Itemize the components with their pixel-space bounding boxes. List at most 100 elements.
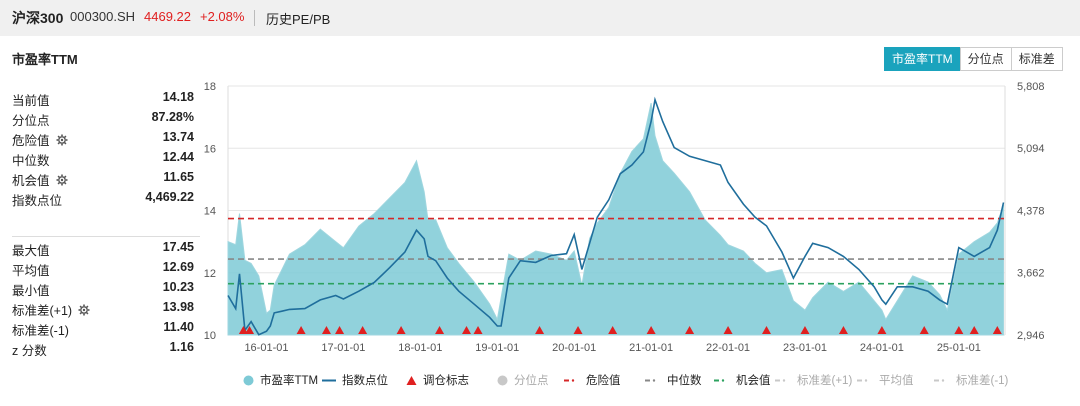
rebalance-marker bbox=[358, 326, 368, 334]
stat-value: 12.44 bbox=[162, 150, 194, 164]
legend-label: 分位点 bbox=[514, 375, 549, 387]
stat-value: 10.23 bbox=[162, 280, 194, 294]
stats-current: 当前值 14.18 分位点 87.28% 危险值 13.74 中位数 12.44 机会值 11.6… bbox=[12, 88, 194, 208]
legend-item[interactable]: 标准差(-1) bbox=[934, 372, 1008, 388]
legend-item[interactable]: 危险值 bbox=[564, 372, 621, 388]
stat-value: 1.16 bbox=[169, 340, 194, 354]
legend-label: 标准差(+1) bbox=[797, 375, 853, 387]
legend-label: 中位数 bbox=[667, 375, 702, 387]
stat-label-text: 标准差(+1) bbox=[12, 304, 73, 318]
stat-value: 11.65 bbox=[163, 170, 194, 184]
stat-row: 当前值 14.18 bbox=[12, 88, 194, 108]
chart-legend: 市盈率TTM 指数点位 调仓标志 分位点 危险值 中位数 机会值 标准差(+1) 平均值 标准差(… bbox=[0, 372, 1080, 388]
index-price: 4469.22 bbox=[144, 9, 191, 24]
legend-item[interactable]: 中位数 bbox=[645, 372, 702, 388]
legend-label: 调仓标志 bbox=[423, 375, 469, 387]
rebalance-marker bbox=[573, 326, 583, 334]
legend-item[interactable]: 指数点位 bbox=[322, 372, 388, 388]
legend-dash-icon bbox=[714, 378, 725, 382]
panel-title: 市盈率TTM bbox=[12, 52, 78, 67]
legend-item[interactable]: 调仓标志 bbox=[406, 372, 469, 388]
stat-value: 11.40 bbox=[163, 320, 194, 334]
right-tick-label: 2,946 bbox=[1017, 330, 1045, 342]
legend-label: 标准差(-1) bbox=[956, 375, 1009, 387]
rebalance-marker bbox=[685, 326, 695, 334]
x-tick-label: 19-01-01 bbox=[475, 342, 519, 354]
stat-label: 标准差(+1) bbox=[12, 300, 90, 319]
stat-label: 最小值 bbox=[12, 280, 50, 299]
legend-dash-icon bbox=[775, 378, 786, 382]
rebalance-marker bbox=[838, 326, 848, 334]
stat-label-text: 最小值 bbox=[12, 284, 50, 298]
pe-ttm-button[interactable]: 市盈率TTM bbox=[884, 47, 961, 71]
right-tick-label: 5,094 bbox=[1017, 143, 1045, 155]
stats-divider bbox=[12, 236, 200, 237]
legend-dash-icon bbox=[857, 378, 868, 382]
gear-icon[interactable] bbox=[56, 174, 68, 186]
chart-panel: 市盈率TTM 市盈率TTM 分位点 标准差 当前值 14.18 分位点 87.28% 危… bbox=[0, 36, 1080, 406]
rebalance-marker bbox=[321, 326, 331, 334]
legend-item[interactable]: 分位点 bbox=[497, 372, 549, 388]
std-dev-button[interactable]: 标准差 bbox=[1010, 47, 1063, 71]
right-tick-label: 3,662 bbox=[1017, 268, 1045, 280]
gear-icon[interactable] bbox=[56, 134, 68, 146]
legend-line-icon bbox=[322, 379, 336, 381]
tab-history-pe-pb[interactable]: 历史PE/PB bbox=[266, 12, 331, 27]
legend-dot-icon bbox=[497, 375, 508, 385]
stat-row: 机会值 11.65 bbox=[12, 168, 194, 188]
index-change: +2.08% bbox=[200, 9, 245, 24]
gear-icon[interactable] bbox=[78, 304, 90, 316]
stat-row: 危险值 13.74 bbox=[12, 128, 194, 148]
x-tick-label: 24-01-01 bbox=[860, 342, 904, 354]
legend-item[interactable]: 机会值 bbox=[714, 372, 771, 388]
stat-value: 13.98 bbox=[162, 300, 194, 314]
stat-row: 分位点 87.28% bbox=[12, 108, 194, 128]
x-tick-label: 23-01-01 bbox=[783, 342, 827, 354]
rebalance-marker bbox=[608, 326, 618, 334]
rebalance-marker bbox=[296, 326, 306, 334]
stat-row: 最大值 17.45 bbox=[12, 238, 194, 258]
rebalance-marker bbox=[992, 326, 1002, 334]
stat-label-text: 当前值 bbox=[12, 94, 50, 108]
left-tick-label: 16 bbox=[204, 143, 216, 155]
rebalance-marker bbox=[877, 326, 887, 334]
stat-row: 最小值 10.23 bbox=[12, 278, 194, 298]
stat-label-text: 指数点位 bbox=[12, 194, 63, 208]
percentile-button[interactable]: 分位点 bbox=[959, 47, 1012, 71]
stats-history: 最大值 17.45 平均值 12.69 最小值 10.23 标准差(+1) 13.98 标准差(… bbox=[12, 238, 194, 358]
x-tick-label: 25-01-01 bbox=[937, 342, 981, 354]
legend-label: 指数点位 bbox=[342, 375, 388, 387]
right-tick-label: 5,808 bbox=[1017, 81, 1045, 93]
stat-label: 指数点位 bbox=[12, 190, 62, 209]
rebalance-marker bbox=[954, 326, 964, 334]
stat-label: 当前值 bbox=[12, 90, 50, 109]
left-tick-label: 14 bbox=[204, 206, 216, 218]
legend-item[interactable]: 市盈率TTM bbox=[243, 372, 318, 388]
left-tick-label: 10 bbox=[204, 330, 216, 342]
stat-row: z 分数 1.16 bbox=[12, 338, 194, 358]
x-tick-label: 18-01-01 bbox=[398, 342, 442, 354]
legend-item[interactable]: 标准差(+1) bbox=[775, 372, 852, 388]
stat-label-text: 最大值 bbox=[12, 244, 50, 258]
rebalance-marker bbox=[435, 326, 445, 334]
x-tick-label: 20-01-01 bbox=[552, 342, 596, 354]
legend-label: 市盈率TTM bbox=[260, 375, 319, 387]
stat-value: 13.74 bbox=[162, 130, 194, 144]
legend-label: 平均值 bbox=[879, 375, 914, 387]
stat-label: 危险值 bbox=[12, 130, 68, 149]
stat-row: 标准差(+1) 13.98 bbox=[12, 298, 194, 318]
stat-row: 标准差(-1) 11.40 bbox=[12, 318, 194, 338]
legend-label: 机会值 bbox=[736, 375, 771, 387]
legend-dash-icon bbox=[645, 378, 656, 382]
stat-value: 17.45 bbox=[162, 240, 194, 254]
legend-item[interactable]: 平均值 bbox=[857, 372, 914, 388]
pe-ttm-area bbox=[227, 102, 1004, 336]
pe-chart: 10 12 14 16 18 2,946 3,662 4,378 5,094 5,808 16-01… bbox=[204, 81, 1045, 354]
stat-label: 机会值 bbox=[12, 170, 68, 189]
left-tick-label: 18 bbox=[204, 81, 216, 93]
stat-label: 分位点 bbox=[12, 110, 50, 129]
left-tick-label: 12 bbox=[204, 268, 216, 280]
top-bar: 沪深300 000300.SH 4469.22 +2.08% 历史PE/PB bbox=[0, 0, 1080, 34]
stat-row: 中位数 12.44 bbox=[12, 148, 194, 168]
stat-label-text: 标准差(-1) bbox=[12, 324, 69, 338]
